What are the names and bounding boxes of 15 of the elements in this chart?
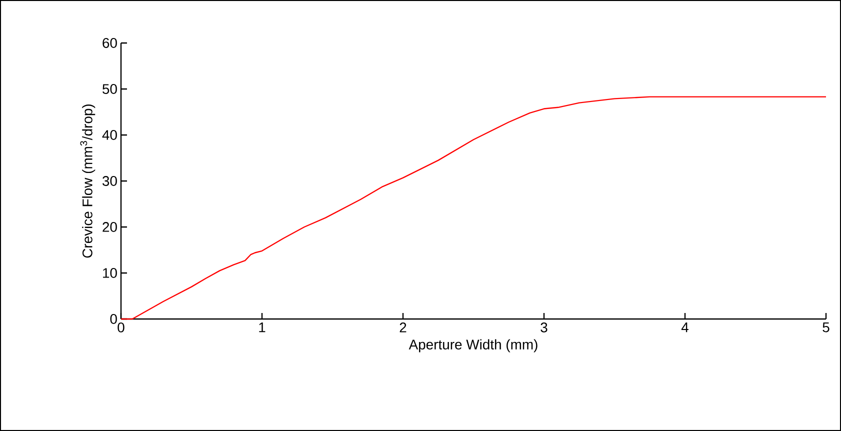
y-tick-label: 30 [102, 176, 117, 186]
y-tick-label: 10 [103, 268, 117, 278]
y-tick-label: 40 [102, 130, 117, 140]
y-tick-label: 60 [102, 38, 117, 48]
x-tick-label: 4 [681, 322, 688, 332]
y-tick-label: 20 [102, 222, 117, 232]
x-tick-label: 0 [118, 322, 124, 332]
x-tick-label: 2 [400, 322, 406, 332]
x-tick-label: 5 [822, 322, 830, 332]
x-axis-title: Aperture Width (mm) [408, 339, 538, 352]
y-axis-title: Crevice Flow (mm$^{3}$/drop) [80, 104, 96, 258]
y-tick-label: 50 [102, 84, 117, 94]
x-tick-label: 3 [540, 322, 548, 332]
y-tick-label: 0 [110, 314, 117, 324]
x-tick-label: 1 [259, 322, 266, 332]
